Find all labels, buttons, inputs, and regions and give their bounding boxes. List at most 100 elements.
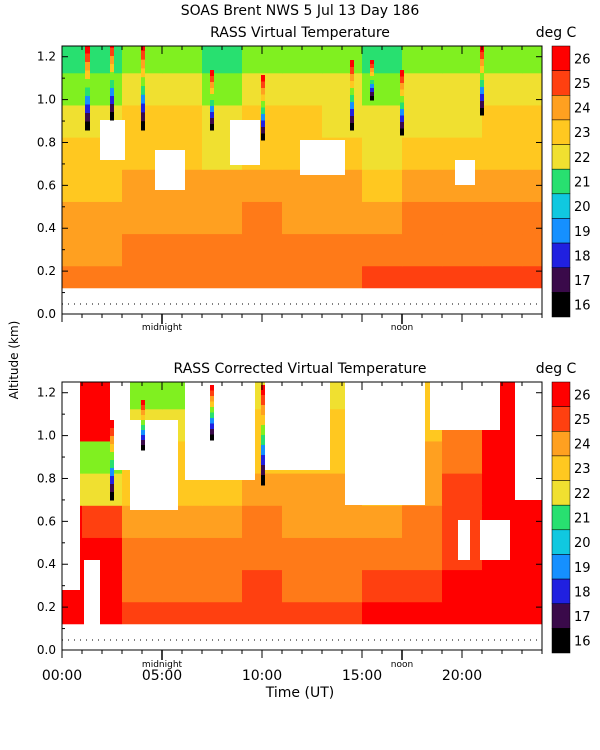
y-tick-label: 0.8 [37,135,56,149]
missing-data-region [110,382,130,470]
heatmap-cell [362,265,403,289]
spike-segment [141,415,145,421]
figure-header: SOAS Brent NWS 5 Jul 13 Day 186 [181,3,420,19]
heatmap-cell [82,505,123,538]
colorbar-swatch [551,431,571,457]
missing-data-region [455,160,475,185]
heatmap-cell [402,137,443,170]
colorbar-tick-label: 19 [574,561,591,576]
heatmap-cell [402,169,443,202]
y-tick-label: 0.2 [37,600,56,614]
colorbar-swatch [551,70,571,96]
heatmap-cell [242,201,283,235]
spike-segment [110,492,114,501]
heatmap-cell [362,72,403,106]
spike-segment [85,113,90,122]
heatmap-cell [362,169,403,202]
spike-segment [261,75,265,82]
heatmap-cell [482,601,523,625]
colorbar-swatch [551,480,571,506]
spike-segment [85,96,90,105]
heatmap-cell [522,505,542,538]
heatmap-cell [62,601,83,625]
spike-segment [370,60,374,65]
colorbar-swatch [551,554,571,580]
heatmap-cell [362,137,403,170]
spike-segment [110,476,114,485]
spike-segment [210,106,214,113]
heatmap-cell [362,46,403,74]
colorbar-tick-label: 25 [574,77,591,92]
heatmap-cell [202,201,243,235]
spike-segment [141,77,145,87]
heatmap-cell [482,233,523,267]
spike-segment [261,445,265,456]
spike-segment [210,418,214,424]
spike-segment [370,84,374,89]
spike-segment [110,436,114,445]
heatmap-cell [362,104,403,138]
heatmap-cell [62,201,83,235]
heatmap-cell [242,169,283,202]
spike-segment [210,76,214,83]
heatmap-cell [482,265,523,289]
heatmap-cell [482,104,523,138]
heatmap-cell [82,265,123,289]
missing-data-region [480,520,510,560]
spike-segment [400,109,404,116]
spike-segment [141,59,145,69]
heatmap-cell [362,201,403,235]
spike-segment [480,108,484,116]
heatmap-cell [122,201,163,235]
heatmap-cell [402,537,443,571]
heatmap-cell [202,72,243,106]
spike-segment [210,124,214,131]
spike-segment [480,94,484,102]
heatmap-cell [242,601,283,625]
colorbar-tick-label: 20 [574,200,591,215]
colorbar-tick-label: 26 [574,388,591,403]
missing-data-region [100,120,125,160]
spike-segment [110,104,114,113]
heatmap-cell [202,505,243,538]
colorbar-tick-label: 26 [574,52,591,67]
spike-segment [350,123,354,131]
spike-segment [210,434,214,441]
bottom-colorbar: 26 25 24 23 22 21 20 19 18 17 16 [551,381,591,654]
colorbar-swatch [551,455,571,481]
missing-data-region [84,560,100,628]
colorbar-tick-label: 23 [574,462,591,477]
x-tick-label: 00:00 [42,668,82,684]
spike-segment [400,76,404,84]
colorbar-tick-label: 23 [574,126,591,141]
spike-segment [350,102,354,110]
spike-segment [261,385,265,396]
heatmap-cell [282,473,323,506]
below-range-gap [62,624,542,650]
spike-segment [85,70,90,80]
heatmap-cell [482,169,523,202]
colorbar-tick-label: 17 [574,274,591,289]
heatmap-cell [62,137,83,170]
colorbar-tick-label: 25 [574,413,591,428]
heatmap-cell [522,201,542,235]
heatmap-cell [202,601,243,625]
heatmap-cell [402,104,443,138]
heatmap-cell [442,104,483,138]
spike-segment [210,401,214,408]
heatmap-cell [162,104,203,138]
y-tick-label: 1.0 [37,429,56,443]
spike-segment [110,96,114,105]
colorbar-swatch [551,95,571,121]
heatmap-cell [482,137,523,170]
spike-segment [110,460,114,469]
x-tick-label: 15:00 [342,668,382,684]
spike-segment [400,96,404,103]
heatmap-cell [242,569,283,603]
spike-segment [400,70,404,77]
colorbar-swatch [551,504,571,531]
missing-data-region [62,382,80,590]
spike-segment [85,87,90,97]
spike-segment [110,444,114,453]
colorbar-swatch [551,45,571,71]
